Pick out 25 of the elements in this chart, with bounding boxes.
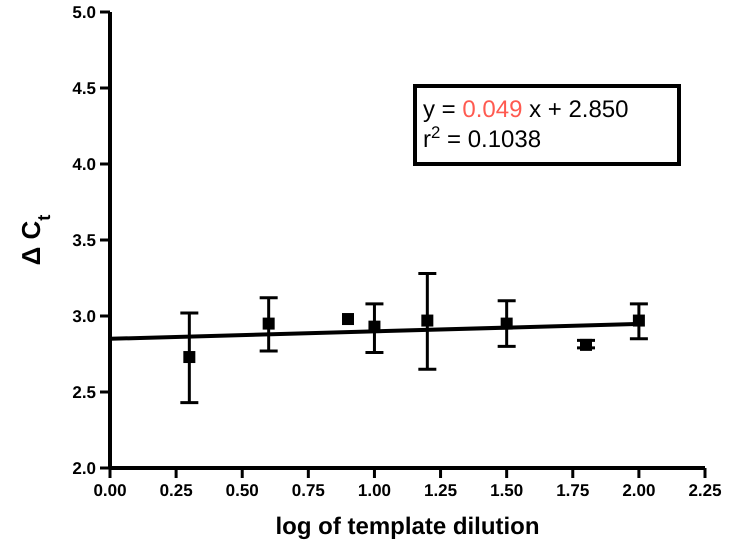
annotation: r$^{2}$ = 0.1038	[423, 122, 542, 153]
x-tick-label: 1.25	[424, 481, 458, 500]
annotation: y = 0.049 x + 2.850	[423, 96, 628, 123]
y-tick-label: 3.0	[72, 307, 96, 326]
y-tick-label: 4.0	[72, 155, 96, 174]
x-tick-label: 2.25	[688, 481, 722, 500]
point	[421, 314, 434, 327]
point	[580, 338, 592, 351]
y-tick-label: 3.5	[72, 231, 96, 250]
point	[342, 313, 354, 326]
y-tick-label: 2.5	[72, 383, 96, 402]
x-tick-label: 0.75	[292, 481, 325, 500]
x-tick-label: 1.75	[556, 481, 590, 500]
x-tick-label: 0.25	[160, 481, 193, 500]
point	[183, 351, 196, 364]
x-tick-label: 1.00	[358, 481, 391, 500]
x-axis-title: log of template dilution	[276, 513, 540, 540]
point	[262, 318, 275, 330]
y-tick-label: 2.0	[72, 459, 96, 478]
y-tick-label: 5.0	[72, 3, 96, 22]
x-tick-label: 0.50	[226, 481, 259, 500]
x-tick-label: 1.50	[490, 481, 524, 500]
x-tick-label: 2.00	[622, 481, 656, 500]
x-tick-label: 0.00	[93, 481, 127, 500]
y-tick-label: 4.5	[72, 79, 96, 98]
